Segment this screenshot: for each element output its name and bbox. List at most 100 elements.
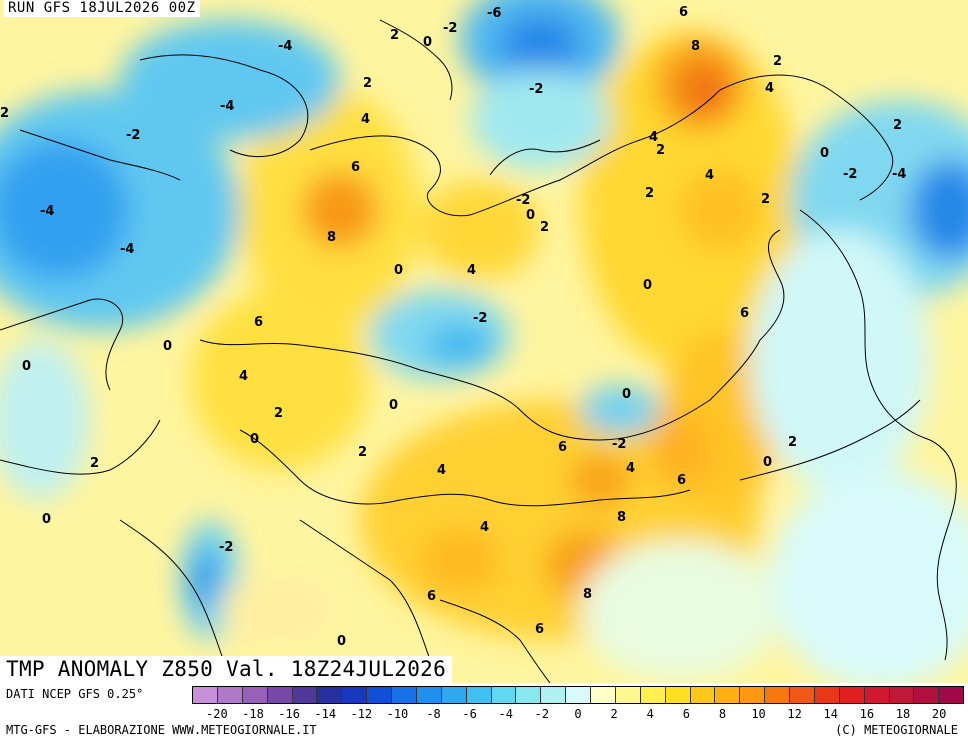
colorbar-tick-label: 12 xyxy=(787,707,802,721)
map-label: 0 xyxy=(22,359,31,374)
colorbar-tick-label: 2 xyxy=(610,707,618,721)
map-label: -4 xyxy=(278,39,292,54)
map-label: 6 xyxy=(558,440,567,455)
map-label: -4 xyxy=(120,242,134,257)
colorbar-tick-label: -12 xyxy=(350,707,373,721)
map-label: -2 xyxy=(516,193,530,208)
colorbar xyxy=(192,686,964,704)
map-label: -6 xyxy=(487,6,501,21)
colorbar-swatch xyxy=(541,687,567,703)
map-label: 4 xyxy=(361,112,370,127)
map-label: 2 xyxy=(90,456,99,471)
map-label: 2 xyxy=(358,445,367,460)
map-label: 2 xyxy=(788,435,797,450)
colorbar-swatch xyxy=(715,687,741,703)
colorbar-swatch xyxy=(839,687,865,703)
colorbar-tick-label: 14 xyxy=(823,707,838,721)
map-label: -2 xyxy=(473,311,487,326)
map-label: -4 xyxy=(892,167,906,182)
colorbar-tick-label: 4 xyxy=(646,707,654,721)
colorbar-swatch xyxy=(814,687,840,703)
colorbar-swatch xyxy=(516,687,542,703)
colorbar-swatch xyxy=(342,687,368,703)
colorbar-tick-label: -16 xyxy=(278,707,300,721)
map-label: 0 xyxy=(394,263,403,278)
map-label: 2 xyxy=(645,186,654,201)
map-label: 0 xyxy=(337,634,346,649)
map-label: 2 xyxy=(390,28,399,43)
map-label: 6 xyxy=(254,315,263,330)
map-title: TMP ANOMALY Z850 Val. 18Z24JUL2026 xyxy=(0,656,453,683)
map-label: 8 xyxy=(691,39,700,54)
colorbar-swatch xyxy=(566,687,591,703)
colorbar-tick-label: -6 xyxy=(462,707,477,721)
coastlines xyxy=(0,19,957,683)
map-label: 0 xyxy=(526,208,535,223)
colorbar-tick-label: -4 xyxy=(498,707,513,721)
colorbar-swatch xyxy=(864,687,890,703)
map-label: 6 xyxy=(740,306,749,321)
map-label: 0 xyxy=(763,455,772,470)
colorbar-swatch xyxy=(615,687,641,703)
map-label: 6 xyxy=(427,589,436,604)
map-label: 4 xyxy=(705,168,714,183)
colorbar-tick-label: 16 xyxy=(859,707,875,721)
colorbar-swatch xyxy=(416,687,442,703)
colorbar-swatch xyxy=(441,687,467,703)
colorbar-swatch xyxy=(640,687,666,703)
map-label: 2 xyxy=(0,106,9,121)
map-label: -2 xyxy=(219,540,233,555)
map-label: 2 xyxy=(656,143,665,158)
map-label: 4 xyxy=(626,461,635,476)
colorbar-swatch xyxy=(267,687,293,703)
map-label: -2 xyxy=(612,437,626,452)
colorbar-swatch xyxy=(242,687,268,703)
colorbar-swatch xyxy=(889,687,915,703)
colorbar-tick-label: -10 xyxy=(386,707,409,721)
colorbar-ticks: -20 -18 -16 -14 -12 -10 -8 -6 -4 -2 0 2 4 6 8 10 12 14 16 1… xyxy=(192,707,964,721)
colorbar-swatch xyxy=(591,687,616,703)
map-label: 2 xyxy=(761,192,770,207)
run-title: RUN GFS 18JUL2026 00Z xyxy=(4,0,200,17)
temperature-anomaly-map: 2 0 -2 -6 6 -4 2 8 2 4 -4 2 4 -2 4 2 2 0… xyxy=(0,0,968,683)
map-label: 2 xyxy=(773,54,782,69)
map-label: -2 xyxy=(529,82,543,97)
map-label: 4 xyxy=(480,520,489,535)
map-label: 0 xyxy=(622,387,631,402)
colorbar-swatch xyxy=(317,687,343,703)
map-label: -2 xyxy=(843,167,857,182)
colorbar-tick-label: 8 xyxy=(718,707,727,721)
colorbar-tick-label: 6 xyxy=(682,707,690,721)
map-label: 2 xyxy=(893,118,902,133)
colorbar-swatch xyxy=(193,687,218,703)
map-label: 4 xyxy=(765,81,774,96)
colorbar-swatch xyxy=(466,687,492,703)
colorbar-swatch xyxy=(217,687,243,703)
colorbar-swatch xyxy=(292,687,318,703)
colorbar-swatch xyxy=(367,687,392,703)
colorbar-tick-label: -2 xyxy=(534,707,550,721)
map-label: -2 xyxy=(126,128,140,143)
map-label: 0 xyxy=(389,398,398,413)
map-label: 0 xyxy=(820,146,829,161)
map-label: 0 xyxy=(423,35,432,50)
map-label: 8 xyxy=(583,587,592,602)
map-label: 6 xyxy=(535,622,544,637)
colorbar-tick-label: -20 xyxy=(206,707,228,721)
colorbar-swatch xyxy=(392,687,417,703)
map-label: 4 xyxy=(239,369,248,384)
map-label: -4 xyxy=(40,204,54,219)
map-label: 6 xyxy=(677,473,686,488)
colorbar-swatch xyxy=(491,687,517,703)
colorbar-tick-label: -18 xyxy=(242,707,264,721)
credit-right: (C) METEOGIORNALE xyxy=(835,723,958,737)
map-label: 2 xyxy=(274,406,283,421)
map-label: 4 xyxy=(437,463,446,478)
credit-left: MTG-GFS - ELABORAZIONE WWW.METEOGIORNALE… xyxy=(6,723,317,737)
data-source: DATI NCEP GFS 0.25° xyxy=(6,687,144,701)
map-label: 0 xyxy=(643,278,652,293)
contour-labels: 2 0 -2 -6 6 -4 2 8 2 4 -4 2 4 -2 4 2 2 0… xyxy=(0,5,906,649)
map-label: 8 xyxy=(327,230,336,245)
colorbar-tick-label: 10 xyxy=(751,707,766,721)
colorbar-swatch xyxy=(740,687,766,703)
